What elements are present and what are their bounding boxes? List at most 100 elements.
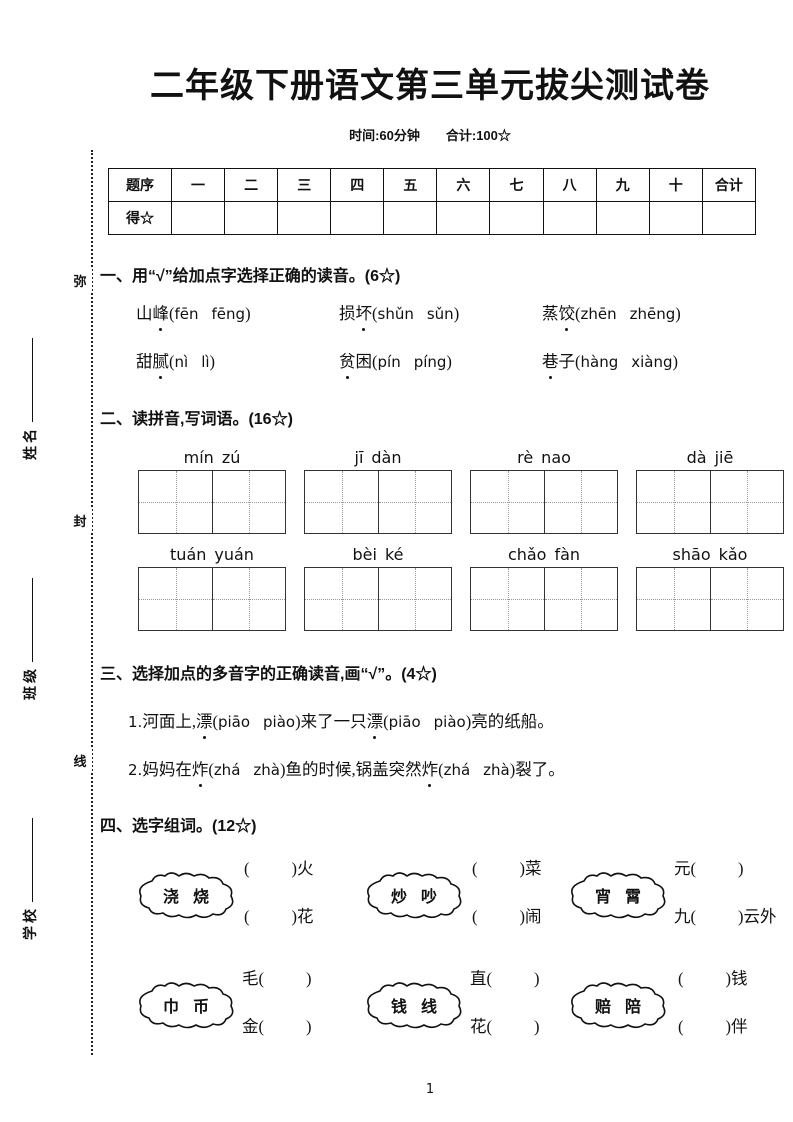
cloud-6-chars: 赔陪 — [566, 981, 670, 1029]
q1-item-5[interactable]: 贫困(pín píng) — [339, 348, 542, 379]
cloud-3-char-2[interactable]: 霄 — [625, 889, 642, 906]
tianzige-3-cell-2[interactable] — [544, 471, 617, 533]
tianzige-4-cell-2[interactable] — [710, 471, 783, 533]
q3-item-2-option-b2[interactable]: zhà — [483, 761, 510, 779]
q3-item-1-option-b2[interactable]: piào — [433, 713, 466, 731]
q1-item-4[interactable]: 甜腻(nì lì) — [136, 348, 339, 379]
tianzige-7-cell-1[interactable] — [471, 568, 544, 630]
word-group-3-blank-top[interactable]: 元() — [674, 859, 744, 878]
tianzige-2-cell-2[interactable] — [378, 471, 451, 533]
tianzige-1-cell-2[interactable] — [212, 471, 285, 533]
tianzige-2-cell-1[interactable] — [305, 471, 378, 533]
cloud-1-char-1[interactable]: 浇 — [162, 889, 179, 906]
cloud-4-char-1[interactable]: 巾 — [162, 999, 179, 1016]
tianzige-2[interactable] — [304, 470, 452, 534]
section-three-item-2[interactable]: 2.妈妈在炸(zhá zhà)鱼的时候,锅盖突然炸(zhá zhà)裂了。 — [128, 756, 565, 787]
cloud-1-char-2[interactable]: 烧 — [193, 889, 210, 906]
pinyin-grid-3-syl2: nao — [541, 448, 571, 467]
tianzige-1-cell-1[interactable] — [139, 471, 212, 533]
tianzige-6-cell-1[interactable] — [305, 568, 378, 630]
pinyin-grid-8-label: shāo kǎo — [636, 545, 784, 565]
cloud-1-chars: 浇烧 — [134, 871, 238, 919]
q1-item-6[interactable]: 巷子(hàng xiàng) — [542, 348, 745, 379]
word-group-4-blank-top[interactable]: 毛() — [242, 969, 312, 988]
score-col-1: 一 — [170, 168, 226, 202]
q1-item-3[interactable]: 蒸饺(zhēn zhēng) — [542, 300, 745, 331]
word-group-2-blank-top[interactable]: ()菜 — [472, 859, 542, 878]
q3-item-1-option-a2[interactable]: piāo — [388, 713, 421, 731]
cloud-5-char-1[interactable]: 钱 — [390, 999, 407, 1016]
word-group-5-bottom-before: 花 — [470, 1017, 487, 1036]
q1-item-6-option-b[interactable]: xiàng — [631, 353, 673, 371]
q1-item-2[interactable]: 损坏(shǔn sǔn) — [339, 300, 542, 331]
q3-item-2-option-a2[interactable]: zhá — [443, 761, 471, 779]
cloud-2-char-2[interactable]: 吵 — [421, 889, 438, 906]
q3-item-1-option-b1[interactable]: piào — [263, 713, 296, 731]
tianzige-5-cell-2[interactable] — [212, 568, 285, 630]
q1-item-4-option-a[interactable]: nì — [174, 353, 189, 371]
score-cell-3[interactable] — [277, 201, 332, 235]
cloud-4-char-2[interactable]: 币 — [193, 999, 210, 1016]
tianzige-5[interactable] — [138, 567, 286, 631]
q3-item-2-option-a1[interactable]: zhá — [213, 761, 241, 779]
q1-item-4-option-b[interactable]: lì — [201, 353, 210, 371]
word-group-6-blank-bottom[interactable]: ()伴 — [678, 1017, 748, 1036]
tianzige-8-cell-1[interactable] — [637, 568, 710, 630]
q1-item-6-option-a[interactable]: hàng — [580, 353, 619, 371]
score-cell-7[interactable] — [489, 201, 544, 235]
q1-item-1[interactable]: 山峰(fēn fēng) — [136, 300, 339, 331]
word-group-5: 钱线 直() 花() — [362, 965, 572, 1045]
score-cell-5[interactable] — [383, 201, 438, 235]
pinyin-grid-5-syl1: tuán — [170, 545, 207, 564]
cloud-5-char-2[interactable]: 线 — [421, 999, 438, 1016]
q3-item-2-option-b1[interactable]: zhà — [253, 761, 280, 779]
word-group-6-blank-top[interactable]: ()钱 — [678, 969, 748, 988]
tianzige-3[interactable] — [470, 470, 618, 534]
score-cell-9[interactable] — [595, 201, 650, 235]
score-cell-2[interactable] — [224, 201, 279, 235]
word-group-5-blank-bottom[interactable]: 花() — [470, 1017, 540, 1036]
q1-item-1-option-b[interactable]: fēng — [211, 305, 246, 323]
q1-item-1-option-a[interactable]: fēn — [174, 305, 199, 323]
word-group-1-blank-bottom[interactable]: ()花 — [244, 907, 314, 926]
cloud-3-char-1[interactable]: 宵 — [594, 889, 611, 906]
q1-item-2-char1: 损 — [339, 304, 356, 323]
word-group-3-blank-bottom[interactable]: 九()云外 — [674, 907, 777, 926]
tianzige-3-cell-1[interactable] — [471, 471, 544, 533]
tianzige-5-cell-1[interactable] — [139, 568, 212, 630]
score-cell-8[interactable] — [542, 201, 597, 235]
score-cell-4[interactable] — [330, 201, 385, 235]
score-cell-6[interactable] — [436, 201, 491, 235]
word-group-1-blank-top[interactable]: ()火 — [244, 859, 314, 878]
score-cell-10[interactable] — [648, 201, 703, 235]
q1-item-2-option-b[interactable]: sǔn — [426, 305, 454, 323]
cloud-6-char-2[interactable]: 陪 — [625, 999, 642, 1016]
tianzige-7[interactable] — [470, 567, 618, 631]
field-name-rule[interactable] — [32, 338, 33, 422]
q1-item-5-option-b[interactable]: píng — [413, 353, 447, 371]
score-cell-1[interactable] — [170, 201, 226, 235]
tianzige-4[interactable] — [636, 470, 784, 534]
q1-item-2-option-a[interactable]: shǔn — [377, 305, 414, 323]
word-group-4-blank-bottom[interactable]: 金() — [242, 1017, 312, 1036]
score-col-9: 九 — [595, 168, 650, 202]
score-cell-total[interactable] — [701, 201, 757, 235]
cloud-6-char-1[interactable]: 赔 — [594, 999, 611, 1016]
word-group-2-blank-bottom[interactable]: ()闹 — [472, 907, 542, 926]
q3-item-1-option-a1[interactable]: piāo — [217, 713, 250, 731]
tianzige-6[interactable] — [304, 567, 452, 631]
q1-item-3-option-a[interactable]: zhēn — [580, 305, 617, 323]
tianzige-4-cell-1[interactable] — [637, 471, 710, 533]
word-group-5-blank-top[interactable]: 直() — [470, 969, 540, 988]
q1-item-3-option-b[interactable]: zhēng — [629, 305, 676, 323]
tianzige-8-cell-2[interactable] — [710, 568, 783, 630]
cloud-2-char-1[interactable]: 炒 — [390, 889, 407, 906]
tianzige-1[interactable] — [138, 470, 286, 534]
q1-item-5-option-a[interactable]: pín — [377, 353, 401, 371]
tianzige-6-cell-2[interactable] — [378, 568, 451, 630]
field-class-rule[interactable] — [32, 578, 33, 662]
tianzige-8[interactable] — [636, 567, 784, 631]
field-school-rule[interactable] — [32, 818, 33, 902]
tianzige-7-cell-2[interactable] — [544, 568, 617, 630]
section-three-item-1[interactable]: 1.河面上,漂(piāo piào)来了一只漂(piāo piào)亮的纸船。 — [128, 708, 554, 739]
